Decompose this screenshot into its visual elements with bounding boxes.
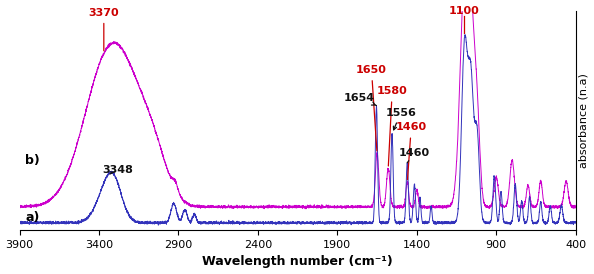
Text: 1556: 1556	[386, 108, 416, 130]
Text: 1650: 1650	[356, 65, 387, 151]
Y-axis label: absorbance (n.a): absorbance (n.a)	[579, 73, 589, 168]
X-axis label: Wavelength number (cm⁻¹): Wavelength number (cm⁻¹)	[203, 255, 393, 269]
Text: 3370: 3370	[89, 8, 119, 51]
Text: b): b)	[25, 154, 40, 167]
Text: 1460: 1460	[399, 148, 430, 163]
Text: a): a)	[25, 211, 40, 224]
Text: 1460: 1460	[396, 122, 427, 180]
Text: 1100: 1100	[449, 6, 480, 16]
Text: 3348: 3348	[103, 165, 134, 175]
Text: 1654: 1654	[344, 93, 377, 105]
Text: 1580: 1580	[377, 86, 407, 166]
